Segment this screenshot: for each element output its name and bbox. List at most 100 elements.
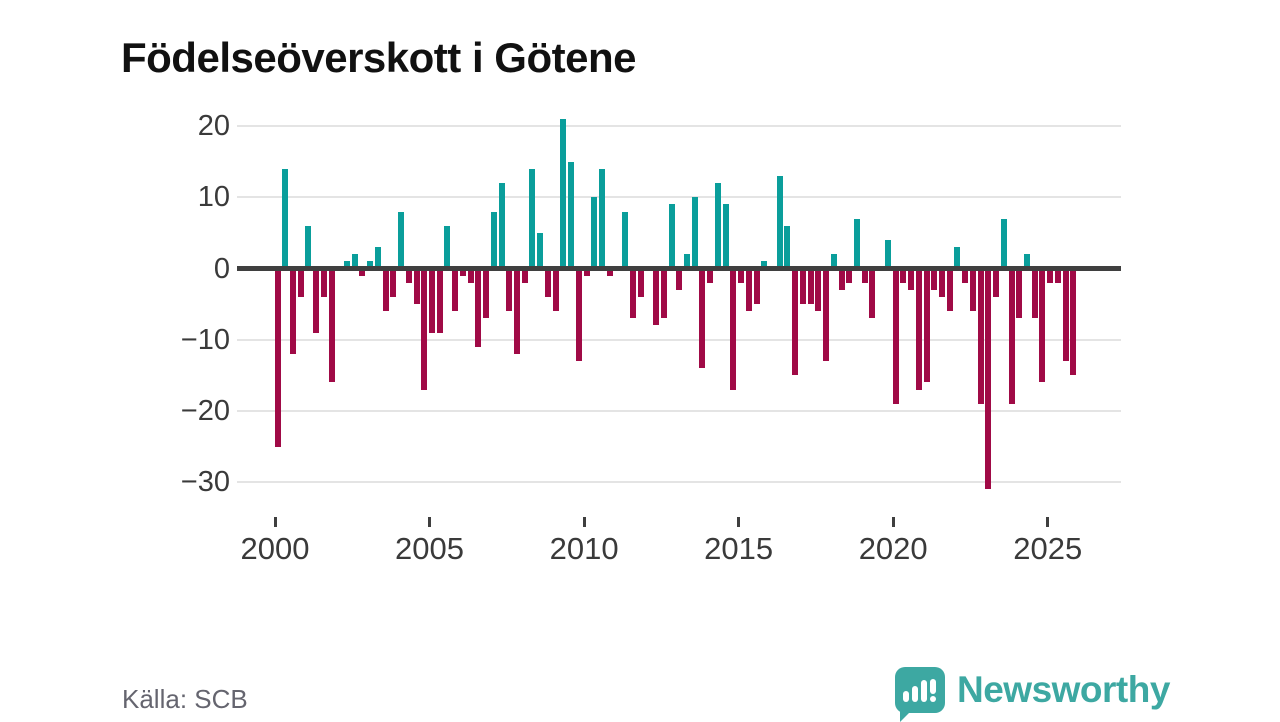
- bar: [606, 268, 613, 276]
- bar: [1000, 218, 1007, 269]
- bar: [467, 268, 474, 283]
- bar: [421, 268, 428, 390]
- bar: [722, 204, 729, 269]
- bar: [730, 268, 737, 390]
- bar: [459, 268, 466, 276]
- bar: [483, 268, 490, 319]
- bar: [629, 268, 636, 319]
- bar: [289, 268, 296, 354]
- bar: [514, 268, 521, 354]
- gridline--30: [237, 481, 1121, 484]
- bar: [830, 254, 837, 269]
- bar: [452, 268, 459, 312]
- bar: [923, 268, 930, 383]
- bar: [351, 254, 358, 269]
- bar: [900, 268, 907, 283]
- bar: [359, 268, 366, 276]
- bar: [344, 261, 351, 269]
- bar: [908, 268, 915, 290]
- bar: [854, 218, 861, 269]
- bar: [390, 268, 397, 297]
- bar: [591, 197, 598, 269]
- bar: [861, 268, 868, 283]
- bar: [405, 268, 412, 283]
- bar: [367, 261, 374, 269]
- bar: [676, 268, 683, 290]
- bar: [738, 268, 745, 283]
- bar: [274, 268, 281, 447]
- logo-bar-icon: [912, 686, 918, 702]
- bar: [745, 268, 752, 312]
- gridline--20: [237, 409, 1121, 412]
- bar: [529, 168, 536, 269]
- logo-bar-icon: [921, 680, 927, 702]
- bar: [691, 197, 698, 269]
- gridline--10: [237, 338, 1121, 341]
- bar: [776, 175, 783, 269]
- y-axis-label-20: 20: [197, 110, 230, 143]
- y-axis-label--30: −30: [180, 466, 230, 499]
- bar: [660, 268, 667, 319]
- bar: [653, 268, 660, 326]
- bar: [568, 161, 575, 269]
- bar: [637, 268, 644, 297]
- bar: [1047, 268, 1054, 283]
- bar: [544, 268, 551, 297]
- bar: [506, 268, 513, 312]
- x-axis-label-2000: 2000: [240, 531, 310, 566]
- bar: [668, 204, 675, 269]
- bar: [977, 268, 984, 404]
- bar: [297, 268, 304, 297]
- x-axis-label-2020: 2020: [858, 531, 928, 566]
- bar: [846, 268, 853, 283]
- bar: [622, 211, 629, 269]
- bar: [374, 247, 381, 269]
- bar: [490, 211, 497, 269]
- bar: [939, 268, 946, 297]
- bar: [1031, 268, 1038, 319]
- brand-name: Newsworthy: [957, 669, 1170, 710]
- bar: [444, 225, 451, 269]
- bar: [792, 268, 799, 376]
- bar: [1024, 254, 1031, 269]
- bar: [946, 268, 953, 312]
- logo-exclamation-icon: [930, 679, 936, 694]
- bar: [583, 268, 590, 276]
- bar: [931, 268, 938, 290]
- bar: [892, 268, 899, 404]
- bar: [993, 268, 1000, 297]
- bar: [320, 268, 327, 297]
- x-axis-tick-2000: [273, 517, 277, 527]
- bar: [915, 268, 922, 390]
- bar: [753, 268, 760, 305]
- bar: [815, 268, 822, 312]
- y-axis-label-0: 0: [213, 252, 230, 285]
- bar: [475, 268, 482, 347]
- gridline-10: [237, 196, 1121, 199]
- bar: [498, 183, 505, 269]
- bar: [962, 268, 969, 283]
- bar: [684, 254, 691, 269]
- x-axis-label-2010: 2010: [549, 531, 619, 566]
- bar: [838, 268, 845, 290]
- chart-title: Födelseöverskott i Götene: [121, 34, 636, 82]
- bar: [714, 183, 721, 269]
- newsworthy-chart-bubble-icon: [895, 667, 945, 722]
- x-axis-label-2005: 2005: [395, 531, 465, 566]
- bar: [954, 247, 961, 269]
- bar: [969, 268, 976, 312]
- bar: [429, 268, 436, 333]
- newsworthy-logo: Newsworthy: [895, 662, 1170, 722]
- bar: [537, 232, 544, 269]
- logo-exclamation-dot-icon: [930, 696, 936, 702]
- bar: [761, 261, 768, 269]
- x-axis-tick-2010: [582, 517, 586, 527]
- logo-bar-icon: [903, 691, 909, 702]
- x-axis-label-2015: 2015: [704, 531, 774, 566]
- bar: [799, 268, 806, 305]
- bar: [552, 268, 559, 312]
- bar: [1062, 268, 1069, 362]
- bar: [985, 268, 992, 490]
- bar: [884, 240, 891, 269]
